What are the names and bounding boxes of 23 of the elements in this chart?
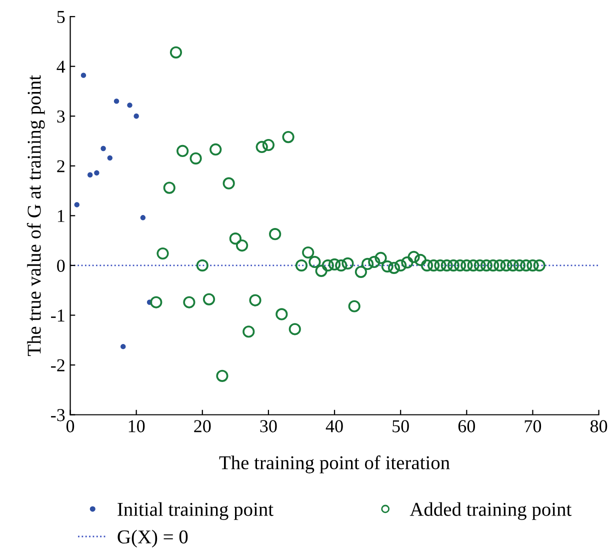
x-tick-label: 20 — [194, 420, 211, 432]
y-tick-label: 2 — [57, 160, 64, 172]
x-tick-label: 10 — [128, 420, 145, 432]
x-tick-label: 0 — [66, 420, 74, 432]
legend-label: Added training point — [410, 502, 572, 520]
x-axis-title: The training point of iteration — [219, 455, 450, 474]
x-tick-label: 70 — [524, 420, 542, 432]
y-axis-title: The true value of G at training point — [26, 75, 45, 356]
x-tick-label: 40 — [326, 420, 343, 432]
x-tick-label: 60 — [458, 420, 475, 432]
y-tick-label: -2 — [51, 359, 64, 372]
y-tick-label: 3 — [57, 110, 65, 123]
legend-label: Initial training point — [118, 502, 274, 520]
y-tick-label: -3 — [51, 409, 65, 422]
y-tick-label: 4 — [56, 60, 66, 73]
x-tick-label: 50 — [392, 420, 409, 432]
x-tick-label: 30 — [260, 420, 277, 432]
y-tick-label: 5 — [57, 11, 65, 24]
y-tick-label: 0 — [57, 260, 65, 272]
legend-label: G(X) = 0 — [118, 530, 188, 548]
y-tick-label: -1 — [51, 310, 64, 322]
x-tick-label: 80 — [590, 420, 608, 432]
y-tick-label: 1 — [58, 210, 64, 222]
